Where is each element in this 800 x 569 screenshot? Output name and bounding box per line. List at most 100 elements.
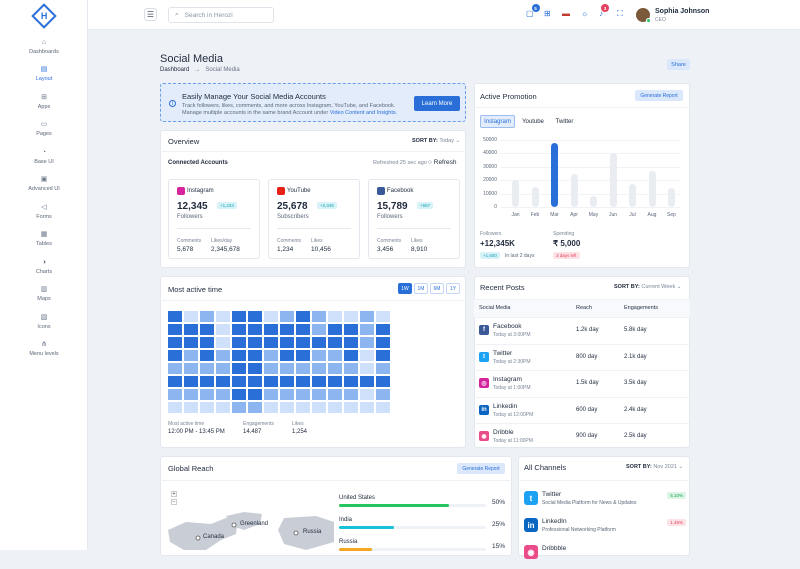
heatmap-cell <box>360 363 374 374</box>
y-tick-label: 50000 <box>483 137 497 143</box>
sidebar-item-label: Menu levels <box>29 351 59 358</box>
range-1y-button[interactable]: 1Y <box>446 283 460 294</box>
brand-logo[interactable]: H <box>26 3 62 29</box>
zoom-in-button[interactable]: + <box>171 491 177 497</box>
country-name: India <box>339 517 353 523</box>
bar-mar[interactable] <box>551 142 558 207</box>
cart-icon[interactable]: ▢ 5 <box>526 4 540 18</box>
apps-grid-icon[interactable]: ⊞ <box>544 9 551 18</box>
heatmap-cell <box>200 350 214 361</box>
facebook-icon: f <box>479 325 489 335</box>
breadcrumb-current: Social Media <box>205 67 240 73</box>
bar-sep[interactable] <box>668 188 675 207</box>
tab-twitter[interactable]: Twitter <box>555 118 574 125</box>
zoom-out-button[interactable]: − <box>171 499 177 505</box>
followers-value: +12,345K <box>480 239 515 248</box>
sidebar-item-forms[interactable]: ◁ Forms <box>0 198 88 226</box>
heatmap-cell <box>248 376 262 387</box>
channel-trend-badge: 1.45% <box>667 519 686 526</box>
sidebar-item-pages[interactable]: ▭ Pages <box>0 116 88 144</box>
overview-sort[interactable]: SORT BY: Today ⌄ <box>412 138 460 144</box>
table-row[interactable]: ◎ Instagram Today at 1:00PM 1.5k day 3.5k da… <box>474 370 689 396</box>
active-time-key: Most active time <box>168 421 205 427</box>
reach-report-button[interactable]: Generate Report <box>457 463 505 474</box>
heatmap-cell <box>280 311 294 322</box>
heatmap-cell <box>216 324 230 335</box>
theme-sun-icon[interactable]: ☼ <box>581 9 589 18</box>
channel-item-dribbble[interactable]: ◉ Dribbble <box>524 543 686 569</box>
heatmap-cell <box>296 350 310 361</box>
account-value-2: 10,456 <box>311 246 331 253</box>
share-button[interactable]: Share <box>667 59 690 70</box>
bar-jan[interactable] <box>512 180 519 207</box>
sidebar-item-tables[interactable]: ▦ Tables <box>0 226 88 254</box>
gridline <box>500 166 680 168</box>
heatmap-cell <box>184 324 198 335</box>
range-1w-button[interactable]: 1W <box>398 283 412 294</box>
search-box[interactable]: ⌕ Search in Herozi <box>168 7 274 23</box>
alert-link[interactable]: Video Content and Insights. <box>329 110 398 116</box>
heatmap-cell <box>296 324 310 335</box>
heatmap-cell <box>312 324 326 335</box>
sidebar-item-base-ui[interactable]: ◔ Base UI <box>0 143 88 171</box>
channel-item-linkedin[interactable]: in LinkedIn Professional Networking Platfo… <box>524 516 686 542</box>
bar-aug[interactable] <box>648 170 656 207</box>
menu-toggle-button[interactable]: ☰ <box>144 8 157 21</box>
account-card-facebook[interactable]: Facebook 15,789 +567 Followers Comments 3,456… <box>368 179 460 259</box>
tab-instagram[interactable]: Instagram <box>480 115 515 128</box>
tab-youtube[interactable]: Youtube <box>522 118 544 125</box>
sidebar-item-dashboards[interactable]: ⌂ Dashboards <box>0 33 88 61</box>
channels-sort[interactable]: SORT BY: Nov 2021 ⌄ <box>626 464 683 470</box>
sidebar-item-layout[interactable]: ▤ Layout <box>0 61 88 89</box>
bar-feb[interactable] <box>531 186 539 207</box>
table-row[interactable]: in Linkedin Today at 12:00PM 600 day 2.4k da… <box>474 396 689 423</box>
followers-period: In last 2 days <box>505 253 535 259</box>
heatmap-cell <box>280 389 294 400</box>
sidebar-item-apps[interactable]: ⊞ Apps <box>0 88 88 116</box>
eurasia-shape <box>278 516 334 550</box>
table-row[interactable]: ◉ Dribble Today at 11:00PM 900 day 2.5k day <box>474 423 689 449</box>
range-1m-button[interactable]: 1M <box>414 283 428 294</box>
recent-sort[interactable]: SORT BY: Current Week ⌄ <box>614 284 681 290</box>
progress-fill <box>339 504 450 507</box>
bar-may[interactable] <box>590 196 597 207</box>
us-flag-icon[interactable]: ▬ <box>562 9 570 18</box>
range-6m-button[interactable]: 6M <box>430 283 444 294</box>
x-tick-label: Sep <box>667 212 676 218</box>
account-value-2: 8,910 <box>411 246 428 253</box>
country-name: United States <box>339 495 376 501</box>
fullscreen-icon[interactable]: ⛶ <box>617 9 623 18</box>
bar-jun[interactable] <box>609 153 617 207</box>
table-row[interactable]: f Facebook Today at 3:00PM 1.2k day 5.8k day <box>474 317 689 343</box>
divider <box>277 228 351 229</box>
heatmap-cell <box>264 350 278 361</box>
x-tick-label: Mar <box>550 212 559 218</box>
account-card-youtube[interactable]: YouTube 25,678 +2,345 Subscribers Comments 1,… <box>268 179 360 259</box>
sidebar-item-charts[interactable]: ◑ Charts <box>0 253 88 281</box>
breadcrumb-home[interactable]: Dashboard <box>160 67 190 73</box>
user-name[interactable]: Sophia Johnson <box>655 8 710 15</box>
heatmap-cell <box>328 376 342 387</box>
sidebar-item-maps[interactable]: ▥ Maps <box>0 281 88 309</box>
learn-more-button[interactable]: Learn More <box>414 96 460 111</box>
topbar: ☰ ⌕ Search in Herozi ▢ 5 ⊞ ▬ ☼ ♪ 3 ⛶ Sophi… <box>88 0 800 30</box>
refresh-icon: ○ <box>428 159 432 166</box>
sidebar-item-advanced-ui[interactable]: ▣ Advanced UI <box>0 171 88 199</box>
channel-item-twitter[interactable]: t Twitter Social Media Platform for News &… <box>524 489 686 515</box>
bar-apr[interactable] <box>570 173 578 207</box>
heatmap-cell <box>328 311 342 322</box>
bar-jul[interactable] <box>629 184 636 207</box>
avatar[interactable] <box>636 8 651 23</box>
refresh-button[interactable]: ○ Refresh <box>428 159 457 166</box>
country-row: Russia 15% <box>339 539 505 557</box>
apps-grid-icon: ⊞ <box>41 93 47 101</box>
sidebar-item-label: Forms <box>36 213 52 220</box>
table-row[interactable]: t Twitter Today at 2:30PM 800 day 2.1k day <box>474 343 689 370</box>
promotion-report-button[interactable]: Generate Report <box>635 90 683 101</box>
sidebar-item-icons[interactable]: ▧ Icons <box>0 308 88 336</box>
bell-icon[interactable]: ♪ 3 <box>599 4 609 18</box>
sidebar-item-menu-levels[interactable]: ⋔ Menu levels <box>0 336 88 364</box>
y-tick-label: 10000 <box>483 190 497 197</box>
account-card-instagram[interactable]: Instagram 12,345 +1,234 Followers Comments 5,… <box>168 179 260 259</box>
search-input[interactable]: Search in Herozi <box>184 11 233 19</box>
